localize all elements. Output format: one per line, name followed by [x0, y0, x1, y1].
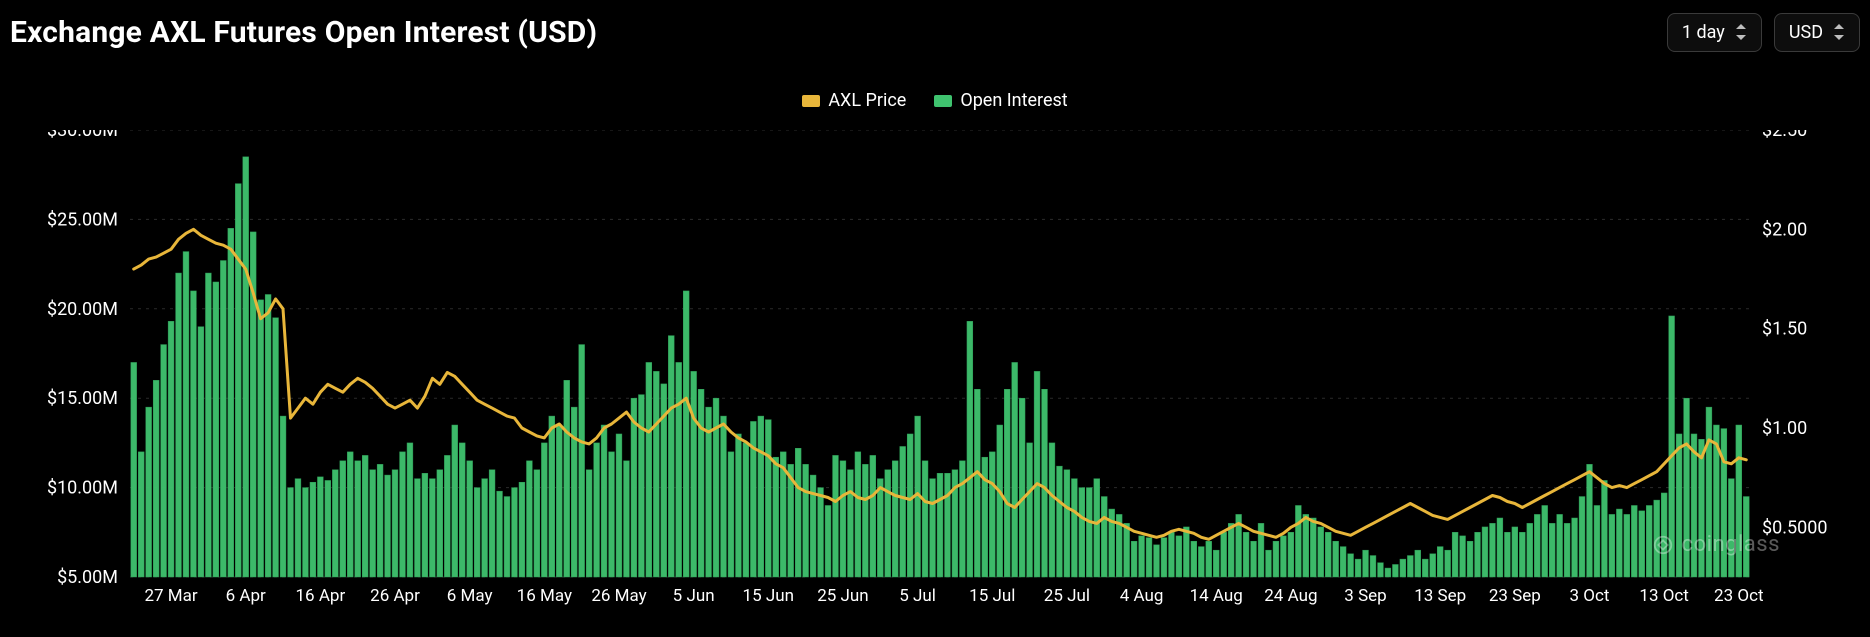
controls: 1 day USD	[1667, 13, 1860, 52]
svg-text:16 May: 16 May	[517, 586, 572, 606]
svg-text:3 Oct: 3 Oct	[1570, 586, 1610, 606]
header: Exchange AXL Futures Open Interest (USD)…	[10, 10, 1860, 54]
svg-text:$1.50: $1.50	[1762, 319, 1807, 340]
svg-text:$20.00M: $20.00M	[47, 299, 118, 320]
svg-text:$0.5000: $0.5000	[1762, 517, 1827, 538]
svg-text:$2.50: $2.50	[1762, 130, 1807, 141]
sort-icon	[1735, 24, 1747, 40]
svg-text:$15.00M: $15.00M	[47, 388, 118, 409]
svg-text:25 Jun: 25 Jun	[817, 586, 868, 606]
legend-item-price[interactable]: AXL Price	[802, 90, 906, 111]
sort-icon	[1833, 24, 1845, 40]
svg-text:26 May: 26 May	[591, 586, 646, 606]
svg-text:13 Oct: 13 Oct	[1639, 586, 1688, 606]
svg-text:$30.00M: $30.00M	[47, 130, 118, 141]
svg-text:$1.00: $1.00	[1762, 418, 1807, 439]
chart-svg: $5.00M $10.00M $15.00M $20.00M $25.00M $30.00…	[20, 130, 1850, 617]
svg-text:$2.00: $2.00	[1762, 219, 1807, 240]
svg-text:13 Sep: 13 Sep	[1414, 586, 1466, 606]
svg-text:3 Sep: 3 Sep	[1344, 586, 1386, 606]
legend: AXL Price Open Interest	[0, 90, 1870, 111]
svg-text:6 May: 6 May	[447, 586, 493, 606]
svg-text:5 Jun: 5 Jun	[673, 586, 715, 606]
svg-text:15 Jul: 15 Jul	[969, 586, 1015, 606]
legend-item-oi[interactable]: Open Interest	[934, 90, 1067, 111]
currency-select-label: USD	[1789, 22, 1823, 43]
svg-text:$25.00M: $25.00M	[47, 209, 118, 230]
svg-text:25 Jul: 25 Jul	[1044, 586, 1090, 606]
svg-text:26 Apr: 26 Apr	[370, 586, 420, 606]
page-title: Exchange AXL Futures Open Interest (USD)	[10, 15, 597, 50]
range-select[interactable]: 1 day	[1667, 13, 1762, 52]
svg-text:23 Oct: 23 Oct	[1714, 586, 1763, 606]
svg-text:6 Apr: 6 Apr	[226, 586, 266, 606]
chart-card: Exchange AXL Futures Open Interest (USD)…	[0, 0, 1870, 637]
svg-text:16 Apr: 16 Apr	[296, 586, 346, 606]
range-select-label: 1 day	[1682, 22, 1725, 43]
svg-text:27 Mar: 27 Mar	[144, 586, 197, 606]
svg-text:5 Jul: 5 Jul	[899, 586, 936, 606]
svg-text:$5.00M: $5.00M	[57, 567, 118, 588]
chart-area: $5.00M $10.00M $15.00M $20.00M $25.00M $30.00…	[20, 130, 1850, 617]
legend-swatch-price	[802, 95, 820, 107]
currency-select[interactable]: USD	[1774, 13, 1860, 52]
svg-text:24 Aug: 24 Aug	[1264, 586, 1317, 606]
svg-text:4 Aug: 4 Aug	[1120, 586, 1164, 606]
svg-text:$10.00M: $10.00M	[47, 478, 118, 499]
legend-label-oi: Open Interest	[960, 90, 1067, 111]
legend-label-price: AXL Price	[828, 90, 906, 111]
svg-text:15 Jun: 15 Jun	[743, 586, 794, 606]
svg-text:14 Aug: 14 Aug	[1190, 586, 1243, 606]
legend-swatch-oi	[934, 95, 952, 107]
svg-text:23 Sep: 23 Sep	[1489, 586, 1541, 606]
